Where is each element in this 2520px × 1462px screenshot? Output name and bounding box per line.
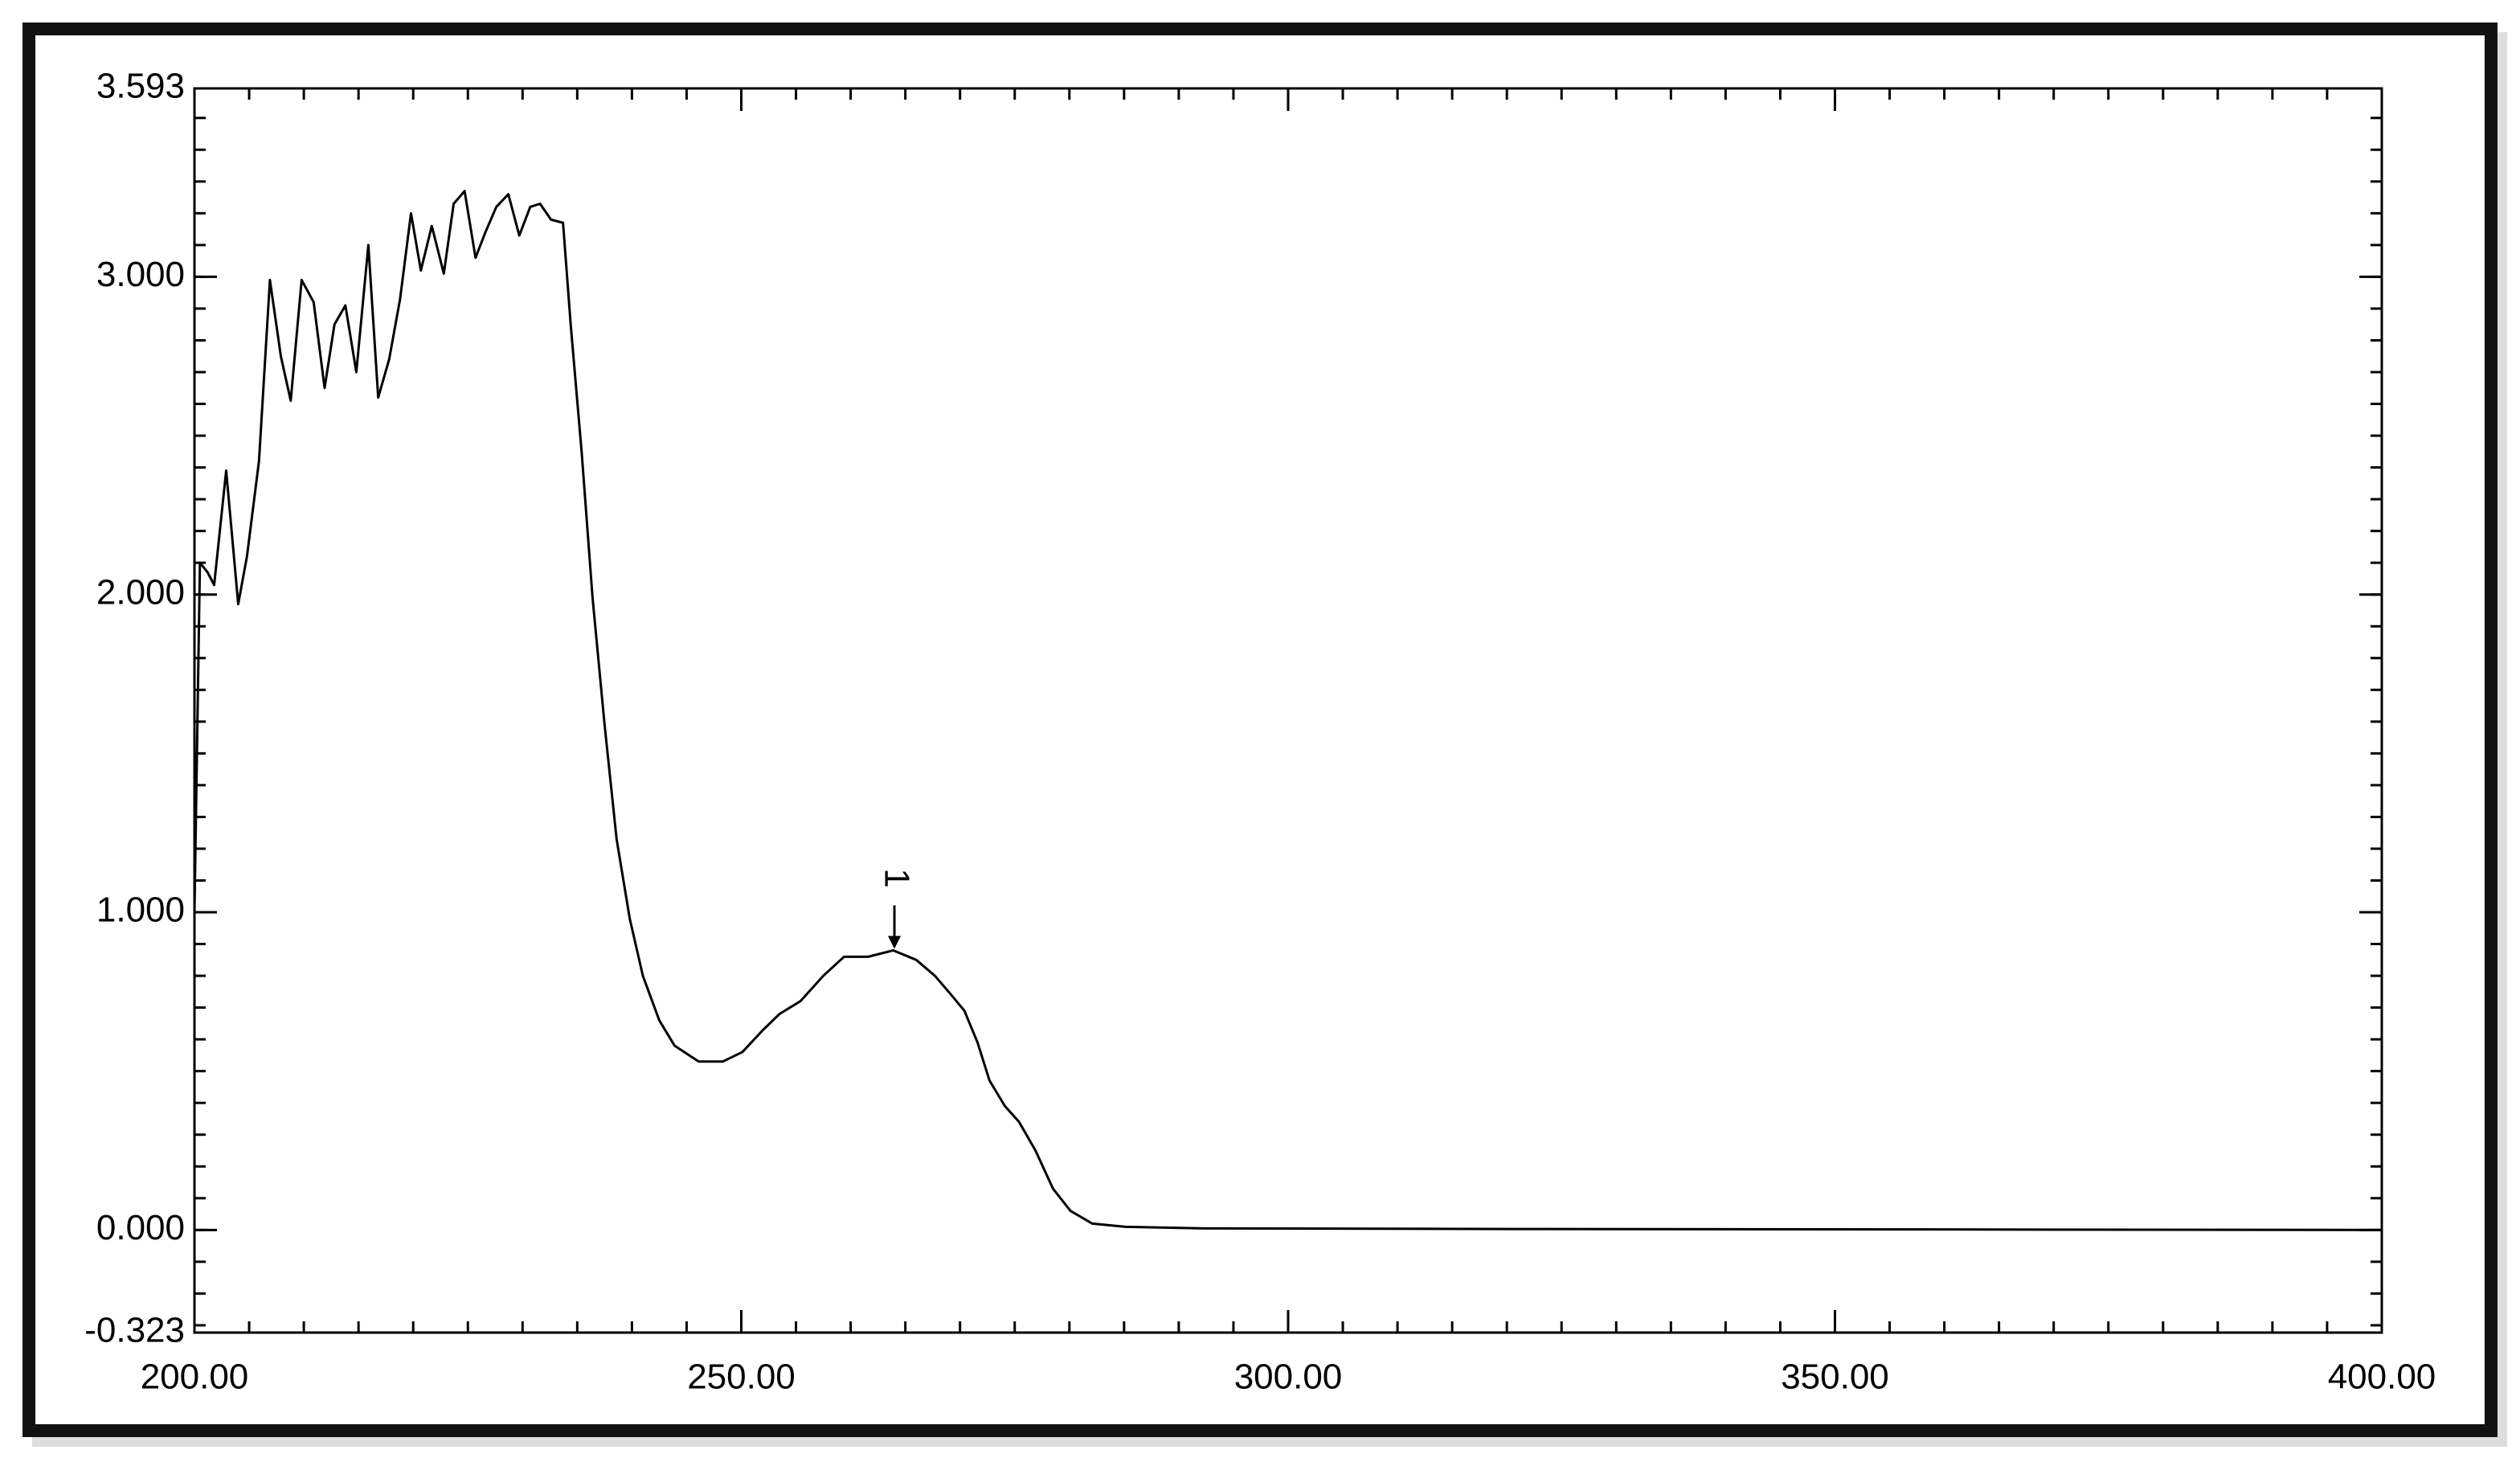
y-tick-label: 0.000 — [96, 1208, 185, 1247]
y-tick-label: 1.000 — [96, 891, 185, 930]
peak-label: 1 — [877, 868, 916, 887]
y-tick-label: 3.000 — [96, 255, 185, 294]
peak-arrowhead — [888, 936, 902, 949]
x-tick-label: 400.00 — [2328, 1358, 2436, 1397]
spectrum-line — [193, 190, 2383, 1231]
y-tick-label: 2.000 — [96, 572, 185, 612]
frame — [22, 23, 2498, 1437]
x-tick-label: 250.00 — [687, 1358, 796, 1397]
x-tick-label: 300.00 — [1234, 1358, 1343, 1397]
x-tick-label: 350.00 — [1781, 1358, 1889, 1397]
y-tick-label: -0.323 — [84, 1311, 185, 1350]
y-tick-label: 3.593 — [96, 67, 185, 106]
x-tick-label: 200.00 — [141, 1358, 249, 1397]
